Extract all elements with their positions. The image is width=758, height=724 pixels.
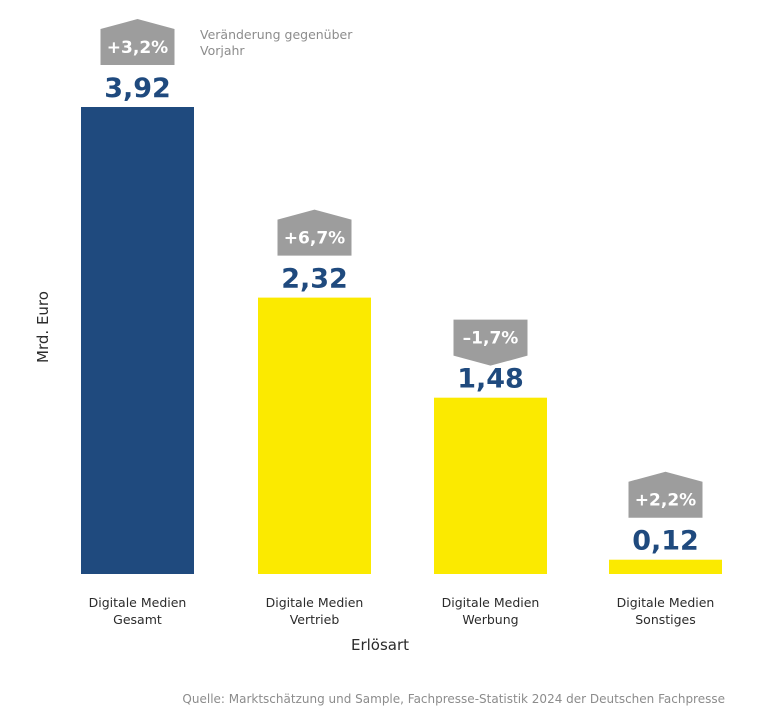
value-label: 3,92 xyxy=(104,73,171,104)
y-axis-label: Mrd. Euro xyxy=(34,291,52,363)
bar xyxy=(434,397,547,574)
category-label: Digitale Medien Sonstiges xyxy=(617,595,715,627)
value-label: 2,32 xyxy=(281,264,348,295)
category-label: Digitale Medien Werbung xyxy=(442,595,540,627)
bar xyxy=(258,297,371,574)
value-label: 1,48 xyxy=(457,364,524,395)
bar xyxy=(81,107,194,574)
source-note: Quelle: Marktschätzung und Sample, Fachp… xyxy=(182,692,725,706)
change-badge xyxy=(277,209,352,256)
change-badge xyxy=(628,471,703,518)
change-label: +6,7% xyxy=(284,229,345,249)
change-note: Veränderung gegenüber Vorjahr xyxy=(200,27,353,58)
category-label: Digitale Medien Vertrieb xyxy=(266,595,364,627)
change-badge xyxy=(100,19,175,65)
x-axis-label: Erlösart xyxy=(350,636,410,654)
change-label: +2,2% xyxy=(635,491,696,511)
change-label: +3,2% xyxy=(107,38,168,58)
bar xyxy=(609,559,722,574)
value-label: 0,12 xyxy=(632,526,699,557)
category-label: Digitale Medien Gesamt xyxy=(89,595,187,627)
change-label: –1,7% xyxy=(463,329,519,349)
change-badge xyxy=(453,319,528,366)
